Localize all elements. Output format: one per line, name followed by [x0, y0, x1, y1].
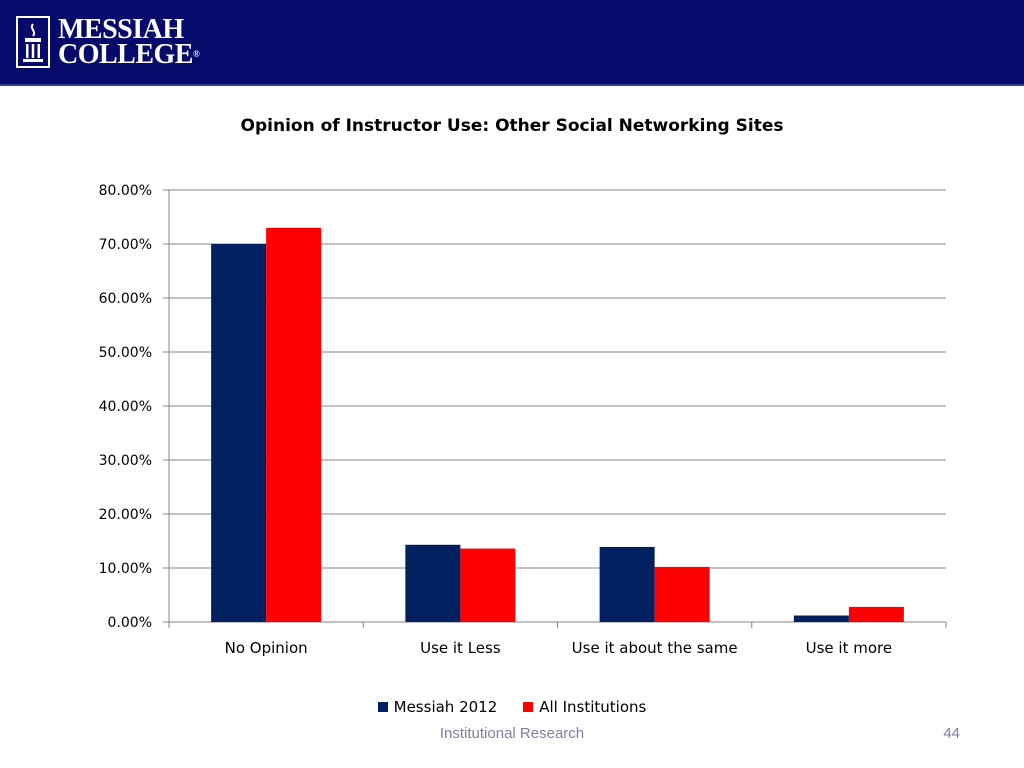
chart-title: Opinion of Instructor Use: Other Social …	[240, 116, 784, 136]
legend-label-all-institutions: All Institutions	[539, 698, 647, 716]
x-tick-label: No Opinion	[225, 639, 308, 657]
chart-legend: Messiah 2012 All Institutions	[0, 698, 1024, 716]
lamp-icon	[16, 16, 50, 68]
y-tick-label: 0.00%	[108, 615, 152, 631]
header-bar: MESSIAH COLLEGE®	[0, 0, 1024, 86]
bar-all-institutions	[460, 548, 516, 622]
messiah-college-logo: MESSIAH COLLEGE®	[16, 12, 200, 72]
y-tick-label: 80.00%	[99, 183, 152, 199]
y-tick-label: 70.00%	[99, 237, 152, 253]
y-tick-label: 50.00%	[99, 345, 152, 361]
logo-line-1: MESSIAH	[58, 14, 184, 45]
x-tick-label: Use it more	[806, 639, 892, 657]
bar-all-institutions	[654, 566, 710, 622]
y-tick-label: 60.00%	[99, 291, 152, 307]
y-tick-label: 20.00%	[99, 507, 152, 523]
bar-messiah-2012	[793, 615, 849, 622]
legend-swatch-all-institutions	[523, 702, 534, 712]
page-number: 44	[943, 725, 960, 742]
bar-all-institutions	[848, 606, 904, 622]
legend-swatch-messiah-2012	[377, 702, 388, 712]
footer-source: Institutional Research	[439, 725, 585, 742]
legend-label-messiah-2012: Messiah 2012	[393, 698, 498, 716]
legend-item-messiah-2012: Messiah 2012	[377, 698, 498, 716]
registered-mark: ®	[192, 49, 200, 59]
x-tick-label: Use it Less	[420, 639, 501, 657]
bar-messiah-2012	[211, 244, 267, 622]
y-tick-label: 30.00%	[99, 453, 152, 469]
y-tick-label: 40.00%	[99, 399, 152, 415]
x-tick-label: Use it about the same	[572, 639, 738, 657]
bar-messiah-2012	[405, 544, 461, 622]
logo-line-2: COLLEGE	[58, 39, 193, 70]
bar-all-institutions	[266, 227, 322, 623]
y-tick-label: 10.00%	[99, 561, 152, 577]
legend-item-all-institutions: All Institutions	[523, 698, 646, 716]
bar-messiah-2012	[599, 546, 655, 622]
